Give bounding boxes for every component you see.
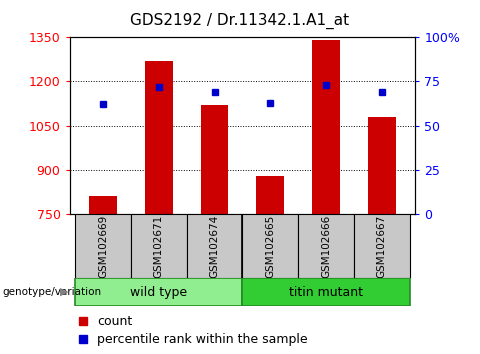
Text: titin mutant: titin mutant (289, 286, 363, 298)
Bar (75, 214, 131, 278)
Text: GSM102666: GSM102666 (321, 215, 331, 278)
Text: GSM102669: GSM102669 (98, 215, 108, 278)
Bar (312, 40, 340, 214)
Bar (201, 105, 228, 214)
Text: GDS2192 / Dr.11342.1.A1_at: GDS2192 / Dr.11342.1.A1_at (131, 12, 349, 29)
Bar (354, 214, 409, 278)
Bar (187, 214, 242, 278)
Bar (368, 117, 396, 214)
Text: genotype/variation: genotype/variation (2, 287, 102, 297)
Bar (242, 278, 409, 306)
Bar (145, 61, 173, 214)
Bar (75, 278, 242, 306)
Text: GSM102671: GSM102671 (154, 215, 164, 278)
Text: GSM102665: GSM102665 (265, 215, 275, 278)
Text: wild type: wild type (130, 286, 187, 298)
Bar (256, 176, 284, 214)
Text: GSM102667: GSM102667 (377, 215, 387, 278)
Text: ▶: ▶ (60, 287, 68, 297)
Text: count: count (97, 315, 132, 328)
Bar (89, 196, 117, 214)
Bar (242, 214, 298, 278)
Text: GSM102674: GSM102674 (210, 215, 219, 278)
Bar (131, 214, 187, 278)
Bar (298, 214, 354, 278)
Text: percentile rank within the sample: percentile rank within the sample (97, 333, 308, 346)
